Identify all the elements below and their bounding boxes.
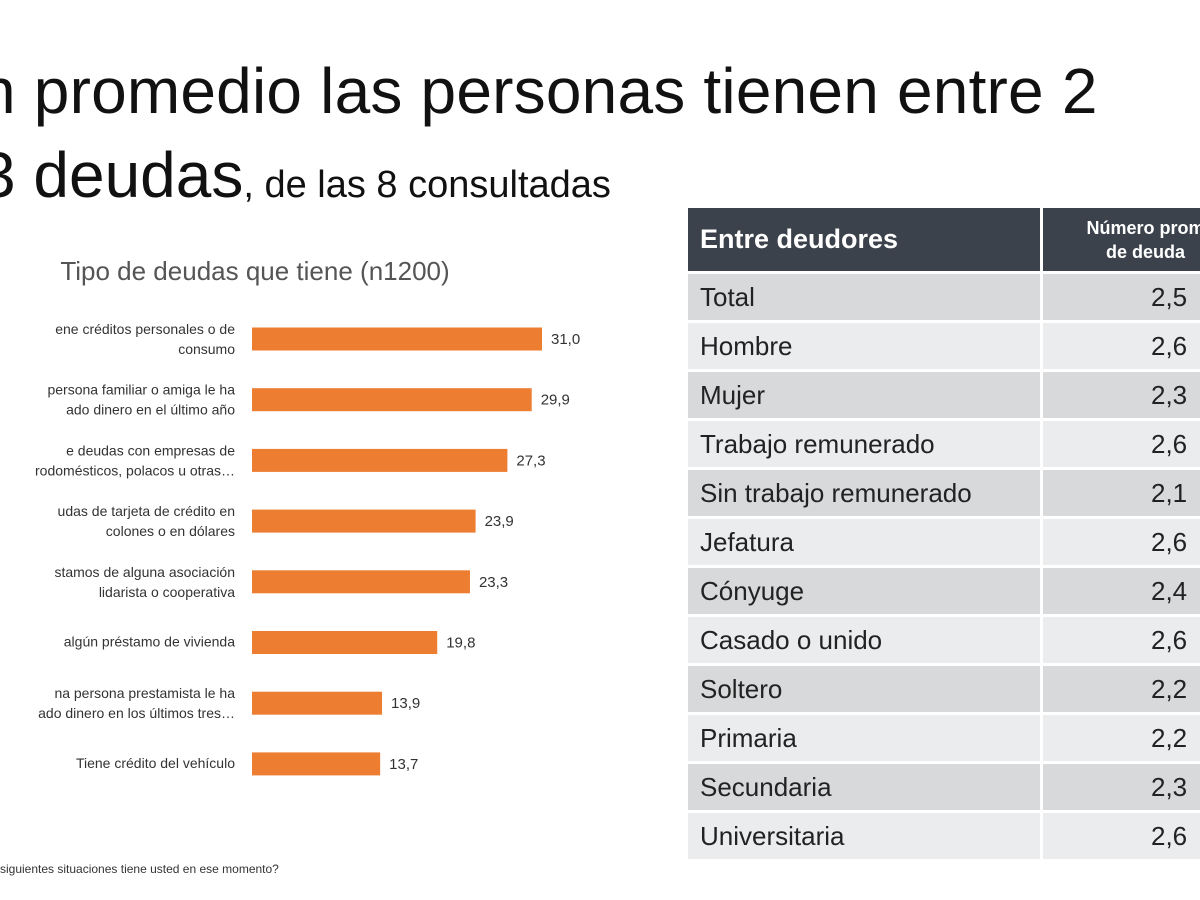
category-label: algún préstamo de vivienda (64, 634, 235, 650)
table-row-label: Primaria (688, 715, 1043, 761)
bar (252, 691, 383, 715)
table-row-value: 2,6 (1043, 617, 1200, 663)
category-label: ado dinero en el último año (66, 402, 235, 418)
table-row: Universitaria 2,6 (688, 813, 1200, 859)
bar-value-label: 13,7 (389, 756, 418, 773)
headline-emphasis: 3 deudas (0, 139, 244, 211)
table-row-label: Cónyuge (688, 568, 1043, 614)
table-row-value: 2,2 (1043, 715, 1200, 761)
bar-value-label: 19,8 (446, 635, 475, 652)
table-row: Cónyuge 2,4 (688, 568, 1200, 614)
bar-value-label: 27,3 (516, 452, 545, 469)
bar (252, 509, 476, 533)
table-row: Trabajo remunerado 2,6 (688, 421, 1200, 467)
bar (252, 448, 508, 472)
category-label: persona familiar o amiga le ha (47, 382, 235, 398)
chart-title: Tipo de deudas que tiene (n1200) (60, 256, 450, 286)
table-row-label: Universitaria (688, 813, 1043, 859)
bar (252, 752, 381, 776)
table-header-average-line1: Número prom (1086, 217, 1200, 238)
category-label: colones o en dólares (106, 523, 235, 539)
bar-value-label: 23,9 (485, 513, 514, 530)
bar-value-label: 23,3 (479, 574, 508, 591)
table-row-value: 2,4 (1043, 568, 1200, 614)
bar (252, 327, 542, 351)
table-row: Soltero 2,2 (688, 666, 1200, 712)
debtors-table: Entre deudores Número prom de deuda Tota… (688, 205, 1200, 862)
table-row: Jefatura 2,6 (688, 519, 1200, 565)
table-row-label: Secundaria (688, 764, 1043, 810)
footnote: siguientes situaciones tiene usted en es… (0, 862, 279, 876)
table-row-value: 2,3 (1043, 372, 1200, 418)
bar (252, 631, 438, 654)
table-row: Secundaria 2,3 (688, 764, 1200, 810)
table-row-value: 2,2 (1043, 666, 1200, 712)
table-header-average: Número prom de deuda (1043, 208, 1200, 271)
table-row-label: Casado o unido (688, 617, 1043, 663)
bar (252, 570, 470, 594)
category-label: udas de tarjeta de crédito en (58, 503, 235, 519)
bar-value-label: 31,0 (551, 331, 580, 348)
table-row: Mujer 2,3 (688, 372, 1200, 418)
category-label: na persona prestamista le ha (54, 685, 235, 701)
category-label: stamos de alguna asociación (54, 564, 235, 580)
category-label: Tiene crédito del vehículo (76, 755, 235, 771)
headline-suffix: , de las 8 consultadas (243, 164, 611, 206)
table-row: Casado o unido 2,6 (688, 617, 1200, 663)
table-row-value: 2,1 (1043, 470, 1200, 516)
table-row-value: 2,6 (1043, 519, 1200, 565)
table-row-label: Soltero (688, 666, 1043, 712)
table-row: Sin trabajo remunerado 2,1 (688, 470, 1200, 516)
headline-line2: 3 deudas, de las 8 consultadas (0, 138, 611, 212)
category-label: lidarista o cooperativa (99, 584, 235, 600)
bar (252, 388, 532, 412)
table-row: Hombre 2,6 (688, 323, 1200, 369)
table-header-average-line2: de deuda (1105, 241, 1185, 262)
table-row-label: Sin trabajo remunerado (688, 470, 1043, 516)
category-label: consumo (178, 341, 235, 357)
table-row-value: 2,6 (1043, 421, 1200, 467)
bar-chart: 31,0 ene créditos personales o de consumo 2… (35, 321, 580, 776)
category-label: e deudas con empresas de (66, 442, 235, 458)
table-row-value: 2,6 (1043, 813, 1200, 859)
table-header-group: Entre deudores (688, 208, 1043, 271)
headline-line1: n promedio las personas tienen entre 2 (0, 55, 1098, 127)
category-label: ene créditos personales o de (55, 321, 235, 337)
table-row-value: 2,5 (1043, 274, 1200, 320)
table-row-label: Hombre (688, 323, 1043, 369)
table-row-label: Jefatura (688, 519, 1043, 565)
category-label: ado dinero en los últimos tres… (38, 705, 235, 721)
table-row-label: Total (688, 274, 1043, 320)
table-row-value: 2,6 (1043, 323, 1200, 369)
table-header-row: Entre deudores Número prom de deuda (688, 208, 1200, 271)
bar-value-label: 29,9 (541, 392, 570, 409)
bar-value-label: 13,9 (391, 695, 420, 712)
table-row: Primaria 2,2 (688, 715, 1200, 761)
table-row-label: Trabajo remunerado (688, 421, 1043, 467)
table-row-label: Mujer (688, 372, 1043, 418)
table-row-value: 2,3 (1043, 764, 1200, 810)
category-label: rodomésticos, polacos u otras… (35, 462, 235, 478)
table-row: Total 2,5 (688, 274, 1200, 320)
